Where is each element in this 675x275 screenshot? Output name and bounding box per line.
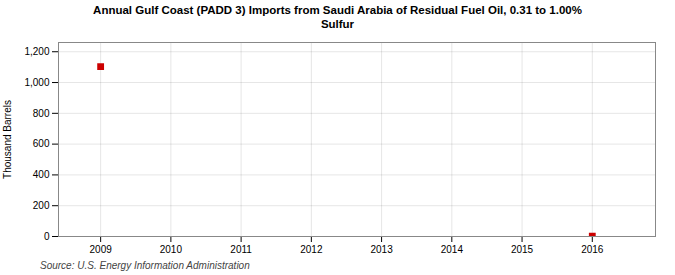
svg-text:2012: 2012 [300, 243, 323, 254]
svg-text:400: 400 [33, 169, 50, 180]
svg-text:1,000: 1,000 [24, 76, 49, 87]
svg-text:800: 800 [33, 107, 50, 118]
svg-text:0: 0 [44, 230, 50, 241]
svg-text:1,200: 1,200 [24, 46, 49, 57]
svg-text:2009: 2009 [90, 243, 113, 254]
svg-text:2013: 2013 [370, 243, 393, 254]
svg-text:2014: 2014 [441, 243, 464, 254]
svg-text:2010: 2010 [160, 243, 183, 254]
html-text:Annual Gulf Coast (PADD 3) Imp: Annual Gulf Coast (PADD 3) Imports from … [93, 4, 582, 30]
svg-text:2015: 2015 [511, 243, 534, 254]
svg-text:2016: 2016 [581, 243, 604, 254]
svg-text:Thousand Barrels: Thousand Barrels [2, 100, 13, 179]
svg-text:600: 600 [33, 138, 50, 149]
html-text:Source: U.S. Energy Informatio: Source: U.S. Energy Information Administ… [40, 259, 250, 271]
svg-text:200: 200 [33, 200, 50, 211]
svg-text:2011: 2011 [230, 243, 252, 254]
